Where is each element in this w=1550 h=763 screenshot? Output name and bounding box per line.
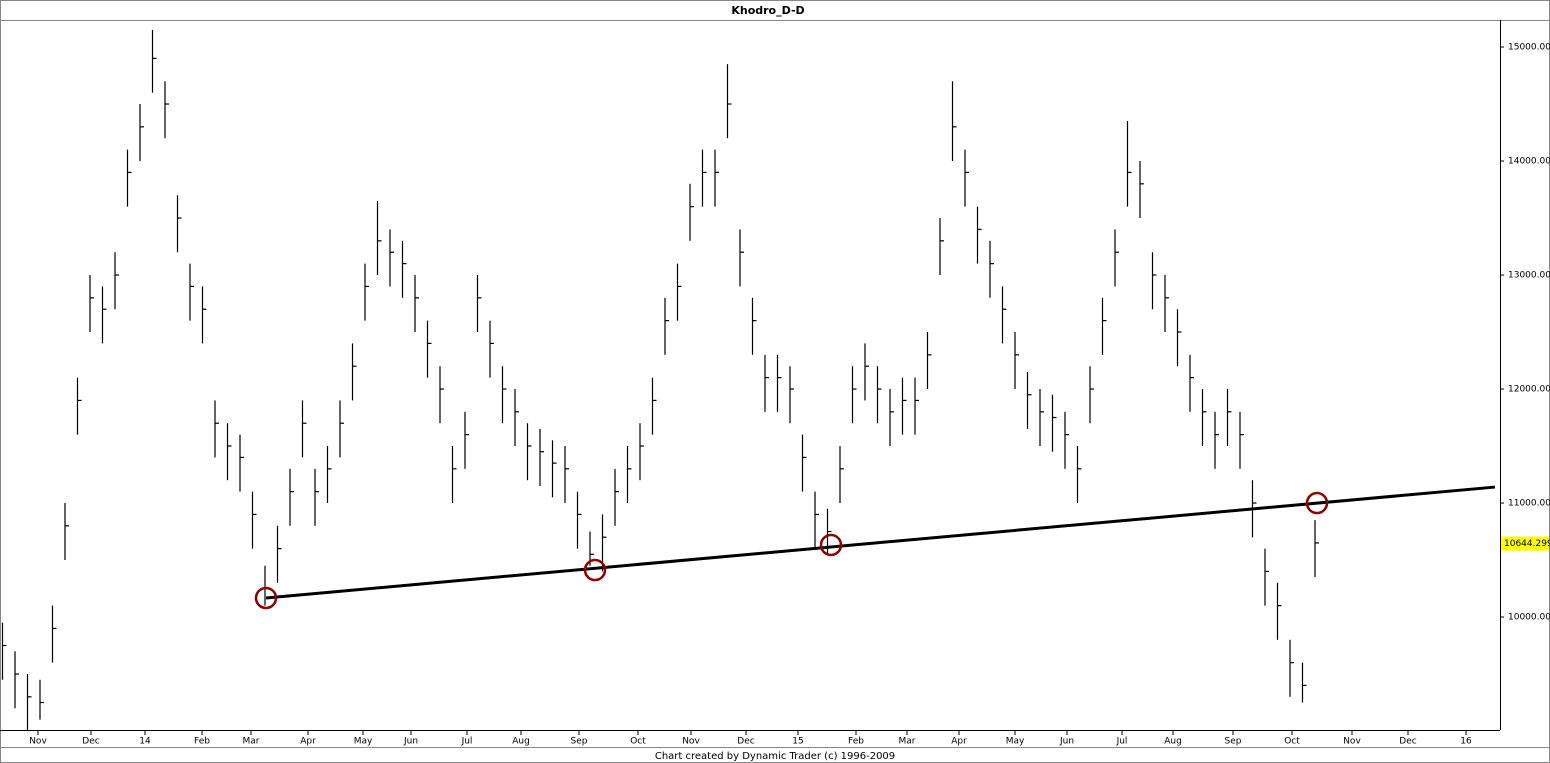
pivot-marker xyxy=(1305,491,1329,515)
x-tick-label: 16 xyxy=(1460,737,1472,747)
x-tick-label: Feb xyxy=(848,737,864,747)
x-tick-label: Apr xyxy=(951,737,967,747)
x-tick-label: Apr xyxy=(300,737,316,747)
x-tick-label: May xyxy=(354,737,373,747)
x-tick-label: Jul xyxy=(1116,737,1128,747)
x-tick-label: 14 xyxy=(139,737,151,747)
x-tick-label: Aug xyxy=(512,737,530,747)
x-tick-label: Aug xyxy=(1164,737,1182,747)
chart-title: Khodro_D-D xyxy=(731,4,804,17)
x-tick-label: Jul xyxy=(461,737,473,747)
x-tick-label: May xyxy=(1006,737,1025,747)
y-tick-label: 12000.000 xyxy=(1508,385,1550,395)
x-tick-label: 15 xyxy=(792,737,803,747)
trendline xyxy=(265,485,1496,600)
x-tick-label: Oct xyxy=(630,737,646,747)
x-tick-label: Dec xyxy=(1399,737,1416,747)
x-tick-label: Oct xyxy=(1284,737,1300,747)
footer: Chart created by Dynamic Trader (c) 1996… xyxy=(655,751,895,762)
last-price-label: 10644.299 xyxy=(1504,539,1550,549)
last-price-box xyxy=(1501,536,1549,551)
y-tick-label: 10000.000 xyxy=(1508,613,1550,623)
y-tick-label: 14000.000 xyxy=(1508,157,1550,167)
x-tick-label: Nov xyxy=(29,737,47,747)
pivot-marker xyxy=(583,558,607,582)
x-tick-label: Sep xyxy=(571,737,588,747)
x-tick-label: Sep xyxy=(1225,737,1242,747)
x-tick-label: Dec xyxy=(82,737,99,747)
y-tick-label: 13000.000 xyxy=(1508,271,1550,281)
y-tick-label: 11000.000 xyxy=(1508,499,1550,509)
x-tick-label: Mar xyxy=(243,737,260,747)
x-tick-label: Nov xyxy=(1343,737,1361,747)
x-tick-label: Jun xyxy=(1059,737,1074,747)
pivot-marker xyxy=(819,533,843,557)
y-tick-label: 15000.000 xyxy=(1508,43,1550,53)
x-tick-label: Jun xyxy=(403,737,418,747)
x-tick-label: Mar xyxy=(899,737,916,747)
pivot-marker xyxy=(254,586,278,610)
x-tick-label: Nov xyxy=(682,737,700,747)
x-tick-label: Dec xyxy=(737,737,754,747)
x-tick-label: Feb xyxy=(194,737,210,747)
